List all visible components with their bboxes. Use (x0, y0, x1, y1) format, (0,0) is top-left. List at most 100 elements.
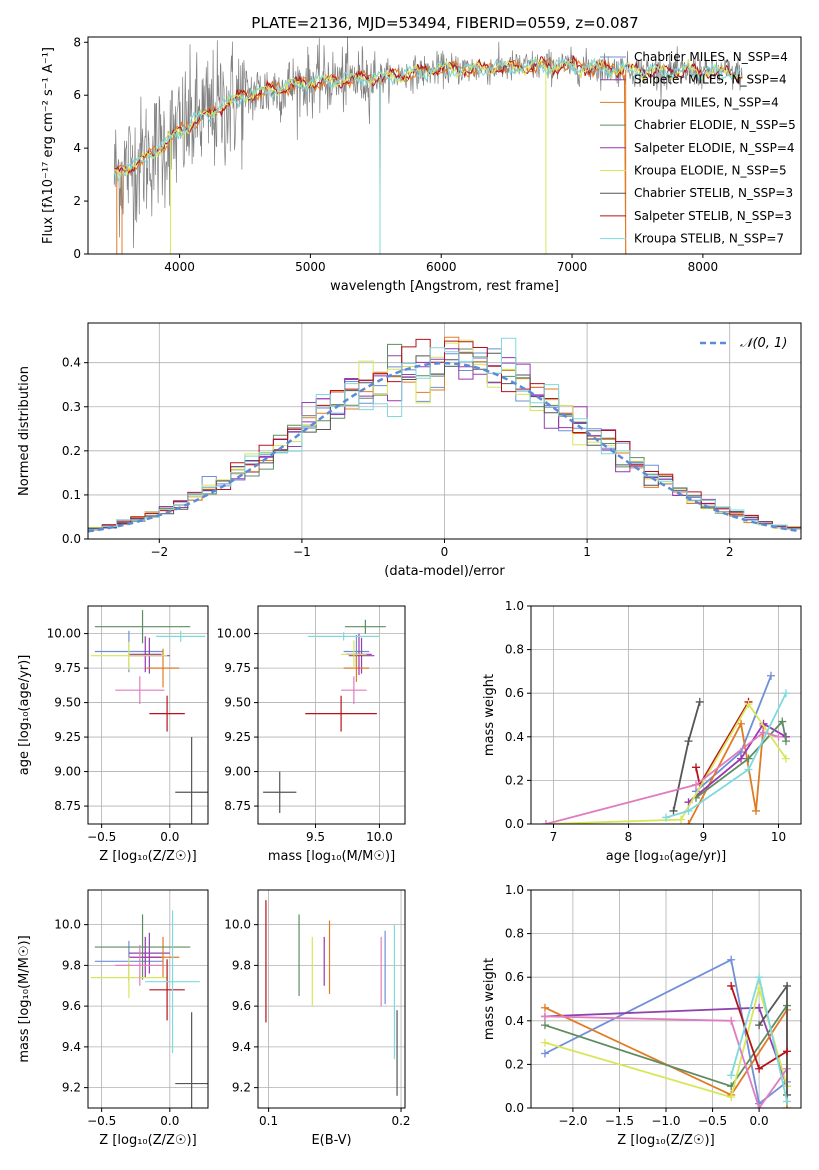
weight-point-marker (669, 806, 678, 815)
plot-area-age_vs_Z (90, 610, 208, 824)
axes-frame (530, 605, 802, 825)
histogram-kroupa_stelib (88, 337, 801, 531)
weight-point-marker (744, 765, 753, 774)
y-tick-label: 9.6 (62, 999, 81, 1013)
plot-area-residuals (88, 336, 801, 533)
spectrum-model-line-kroupa_miles (113, 56, 743, 254)
weight-point-marker (540, 1012, 549, 1021)
y-tick-label: 9.2 (62, 1081, 81, 1095)
weight-point-marker (727, 1016, 736, 1025)
legend-label: Salpeter MILES, N_SSP=4 (634, 73, 787, 87)
y-tick-label: 0.4 (505, 730, 524, 744)
weight-point-marker (782, 754, 790, 763)
plot-area-age_vs_mass (263, 619, 386, 813)
weight-point-marker (755, 1021, 764, 1030)
y-tick-label: 0.0 (505, 817, 524, 831)
legend-label: Kroupa MILES, N_SSP=4 (634, 95, 779, 109)
plots: 4000 5000 6000 7000 8000 0 2 4 6 8 wavelength [Ang… (17, 35, 802, 1148)
x-tick-label: 2 (726, 545, 734, 559)
y-tick-label: 9.00 (54, 765, 81, 779)
legend-label: Chabrier STELIB, N_SSP=3 (634, 186, 793, 200)
x-tick-label: 0.0 (750, 1114, 769, 1128)
x-axis-label: (data-model)/error (384, 564, 505, 579)
y-tick-label: 10.00 (47, 627, 81, 641)
y-tick-label: 0.4 (62, 356, 81, 370)
x-tick-label: 0 (441, 545, 449, 559)
y-tick-label: 9.50 (54, 696, 81, 710)
weight-point-marker (727, 955, 736, 964)
x-axis-label: Z [log₁₀(Z/Z☉)] (99, 849, 196, 864)
figure-title: PLATE=2136, MJD=53494, FIBERID=0559, z=0… (251, 14, 638, 32)
weight-point-marker (727, 1071, 736, 1080)
y-tick-label: 9.2 (232, 1081, 251, 1095)
weight-point-marker (684, 820, 693, 824)
y-tick-label: 0.2 (505, 1057, 524, 1071)
plot-area-spectrum (113, 37, 743, 254)
y-tick-label: 0.0 (505, 1101, 524, 1115)
y-axis-label: Flux [fλ10⁻¹⁷ erg cm⁻² s⁻¹ A⁻¹] (41, 47, 56, 244)
axes-frame (257, 605, 406, 825)
y-tick-label: 1.0 (505, 883, 524, 897)
x-tick-label: 0.0 (160, 830, 179, 844)
weight-point-marker (783, 981, 792, 990)
spectrum-legend: Chabrier MILES, N_SSP=4 Salpeter MILES, N… (600, 50, 796, 246)
axes-mass_vs_EBV: 0.1 0.2 9.2 9.4 9.6 9.8 10.0 E(B-V) (224, 889, 411, 1148)
x-tick-label: −0.5 (87, 830, 116, 844)
weight-point-marker (755, 973, 764, 982)
plot-area-weight_vs_age (542, 671, 790, 824)
weight-point-marker (782, 737, 790, 746)
legend-label: Kroupa ELODIE, N_SSP=5 (634, 164, 787, 178)
weight-point-marker (692, 763, 700, 772)
x-axis-label: Z [log₁₀(Z/Z☉)] (617, 1133, 714, 1148)
normal-curve (88, 361, 801, 533)
y-tick-label: 2 (73, 194, 81, 208)
axes-frame (257, 889, 406, 1109)
weight-line-pink (544, 1015, 788, 1108)
weight-point-marker (684, 737, 693, 746)
y-tick-label: 0.6 (505, 686, 524, 700)
axes-weight_vs_age: 7 8 9 10 0.0 0.2 0.4 0.6 0.8 1.0 age [log₁₀(age/yr… (482, 599, 802, 864)
x-tick-label: −2.0 (558, 1114, 587, 1128)
weight-point-marker (783, 1047, 792, 1056)
y-axis-label: mass [log₁₀(M/M☉)] (17, 935, 32, 1062)
y-tick-label: 9.8 (62, 958, 81, 972)
weight-point-marker (755, 1104, 764, 1108)
y-tick-label: 9.6 (232, 999, 251, 1013)
weight-point-marker (737, 754, 745, 763)
legend-label: 𝒩(0, 1) (740, 336, 787, 351)
weight-line-kroupa_elodie (545, 702, 787, 824)
x-tick-label: 8 (625, 830, 633, 844)
y-axis-label: Normed distribution (17, 366, 32, 496)
axes-spectrum: 4000 5000 6000 7000 8000 0 2 4 6 8 wavelength [Ang… (41, 35, 802, 294)
x-axis-label: Z [log₁₀(Z/Z☉)] (99, 1133, 196, 1148)
y-tick-label: 0 (73, 247, 81, 261)
axes-frame (87, 889, 209, 1109)
weight-point-marker (677, 815, 685, 824)
legend-label: Chabrier ELODIE, N_SSP=5 (634, 118, 796, 132)
weight-point-marker (727, 1093, 736, 1102)
weight-line-kroupa_stelib (665, 692, 787, 819)
axes-frame (87, 36, 802, 255)
weight-point-marker (744, 700, 753, 709)
weight-point-marker (540, 1003, 549, 1012)
y-axis-label: mass weight (482, 674, 497, 756)
y-tick-label: 0.2 (505, 773, 524, 787)
y-axis-label: age [log₁₀(age/yr)] (17, 655, 32, 776)
weight-point-marker (542, 820, 550, 824)
residuals-legend: 𝒩(0, 1) (700, 336, 787, 351)
x-tick-label: 10 (771, 830, 786, 844)
x-tick-label: 1 (583, 545, 591, 559)
y-tick-label: 9.25 (224, 730, 251, 744)
y-tick-label: 9.8 (232, 958, 251, 972)
spectrum-model-line-kroupa_stelib (113, 57, 743, 182)
axes-age_vs_mass: 9.5 10.0 8.75 9.00 9.25 9.50 9.75 10.00 mass [lo… (217, 605, 406, 864)
y-tick-label: 6 (73, 88, 81, 102)
x-tick-label: −1.0 (651, 1114, 680, 1128)
legend-label: Kroupa STELIB, N_SSP=7 (634, 232, 784, 246)
y-tick-label: 9.00 (224, 765, 251, 779)
y-tick-label: 0.8 (505, 643, 524, 657)
legend-label: Chabrier MILES, N_SSP=4 (634, 50, 788, 64)
axes-residuals: −2 −1 0 1 2 0.0 0.1 0.2 0.3 0.4 (data-model)/error… (17, 322, 802, 579)
weight-point-marker (774, 732, 783, 741)
